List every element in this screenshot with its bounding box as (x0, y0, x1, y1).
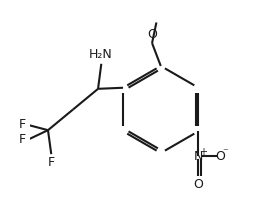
Text: O: O (193, 178, 203, 191)
Text: F: F (48, 156, 55, 169)
Text: +: + (199, 147, 207, 157)
Text: F: F (18, 133, 26, 146)
Text: ⁻: ⁻ (222, 147, 228, 157)
Text: N: N (194, 150, 203, 163)
Text: O: O (216, 150, 225, 163)
Text: H₂N: H₂N (88, 48, 112, 61)
Text: O: O (148, 28, 157, 41)
Text: F: F (18, 118, 26, 131)
